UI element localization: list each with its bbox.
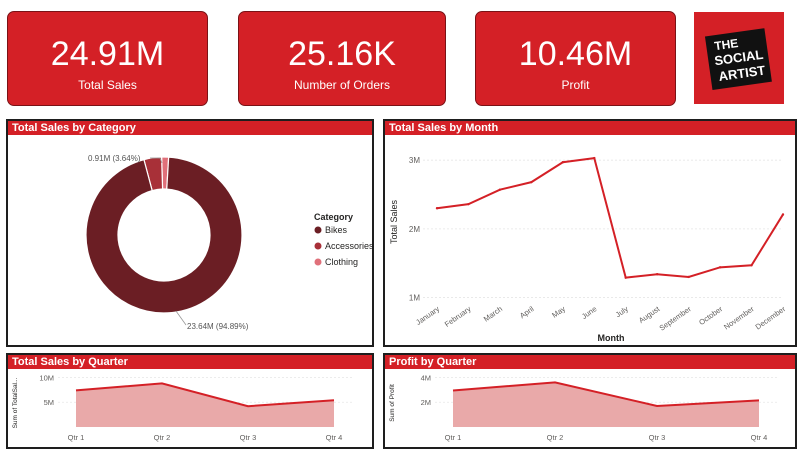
data-point — [467, 202, 470, 206]
x-tick-label: Qtr 4 — [326, 433, 343, 442]
panel-title: Total Sales by Quarter — [8, 355, 372, 369]
y-tick-label: 10M — [39, 373, 54, 382]
y-tick-label: 3M — [409, 156, 420, 165]
data-point — [781, 213, 785, 216]
data-point — [435, 207, 439, 210]
x-tick-label: Qtr 1 — [445, 433, 462, 442]
legend-label-bikes: Bikes — [325, 225, 348, 235]
y-tick-label: 5M — [44, 398, 54, 407]
kpi-card-total-sales: 24.91M Total Sales — [7, 11, 208, 106]
legend-label-clothing: Clothing — [325, 257, 358, 267]
kpi-label: Number of Orders — [293, 78, 391, 92]
x-axis-title: Month — [598, 333, 625, 343]
x-tick-label: February — [443, 304, 473, 329]
x-tick-label: Qtr 3 — [240, 433, 257, 442]
kpi-label: Profit — [561, 78, 590, 92]
donut-slice-accessories — [143, 156, 164, 192]
donut-chart: 0.91M (3.64%) 23.64M (94.89%) Category Bike… — [85, 154, 372, 331]
x-tick-label: September — [658, 304, 694, 333]
data-point — [624, 276, 627, 279]
panel-sales-by-month: Total Sales by Month 1M 2M 3M January Februa… — [383, 119, 797, 347]
x-tick-label: April — [518, 304, 536, 320]
series-line — [452, 381, 760, 407]
svg-text:THE: THE — [713, 36, 739, 53]
kpi-value: 24.91M — [50, 35, 165, 73]
series-line-total-sales — [436, 157, 784, 279]
series-line — [75, 382, 335, 408]
legend-marker-bikes — [314, 226, 322, 234]
x-tick-label: August — [637, 304, 662, 325]
y-tick-label: 2M — [421, 398, 431, 407]
panel-sales-by-category: Total Sales by Category 0.91M (3.64%) 23.… — [6, 119, 374, 347]
kpi-label: Total Sales — [78, 78, 137, 92]
x-tick-label: December — [754, 304, 788, 332]
series-area-fill — [76, 383, 334, 427]
x-tick-label: November — [722, 304, 756, 332]
x-tick-label: January — [414, 304, 441, 327]
data-point — [498, 188, 502, 191]
data-label-accessories: 0.91M (3.64%) — [88, 154, 141, 163]
kpi-value: 25.16K — [288, 35, 396, 73]
panel-profit-by-quarter: Profit by Quarter 2M 4M Qtr 1 Qtr 2 Qtr 3 Qtr… — [383, 353, 797, 449]
y-tick-label: 4M — [421, 373, 431, 382]
svg-text:ARTIST: ARTIST — [718, 63, 767, 84]
panel-title: Total Sales by Month — [385, 121, 795, 135]
legend-marker-accessories — [314, 242, 322, 250]
data-point — [593, 156, 596, 160]
series-area-fill — [453, 382, 759, 427]
area-chart-profit: 2M 4M Qtr 1 Qtr 2 Qtr 3 Qtr 4 Sum of Profit — [389, 373, 777, 442]
area-chart-sales: 5M 10M Qtr 1 Qtr 2 Qtr 3 Qtr 4 Sum of TotalSal… — [12, 373, 352, 442]
x-tick-label: July — [614, 304, 630, 319]
data-point — [655, 273, 659, 276]
y-axis-title: Sum of TotalSal... — [12, 377, 19, 428]
panel-title: Total Sales by Category — [8, 121, 372, 135]
data-label-bikes: 23.64M (94.89%) — [187, 322, 249, 331]
x-tick-label: Qtr 3 — [649, 433, 666, 442]
y-axis-title: Total Sales — [389, 199, 399, 244]
y-tick-label: 2M — [409, 225, 420, 234]
donut-slice-bikes — [85, 156, 243, 314]
data-point — [687, 275, 690, 279]
kpi-value: 10.46M — [518, 35, 633, 73]
x-tick-label: June — [580, 304, 598, 321]
y-axis-title: Sum of Profit — [389, 384, 396, 422]
panel-title: Profit by Quarter — [385, 355, 795, 369]
x-tick-label: May — [550, 304, 567, 320]
leader-line — [175, 310, 187, 326]
legend-marker-clothing — [314, 258, 322, 266]
data-point — [530, 180, 533, 184]
legend-title: Category — [314, 212, 353, 222]
x-tick-label: Qtr 2 — [154, 433, 171, 442]
data-point — [750, 264, 753, 267]
data-point — [561, 161, 565, 164]
legend-label-accessories: Accessories — [325, 241, 372, 251]
panel-sales-by-quarter: Total Sales by Quarter 5M 10M Qtr 1 Qtr 2 Qt… — [6, 353, 374, 449]
x-tick-label: October — [697, 304, 724, 327]
x-tick-label: Qtr 1 — [68, 433, 85, 442]
svg-text:SOCIAL: SOCIAL — [713, 47, 764, 69]
kpi-card-profit: 10.46M Profit — [475, 11, 676, 106]
y-tick-label: 1M — [409, 294, 420, 303]
data-point — [718, 266, 722, 269]
leader-line — [159, 157, 163, 164]
x-tick-label: Qtr 2 — [547, 433, 564, 442]
brand-logo: THE SOCIAL ARTIST — [694, 12, 784, 104]
x-tick-label: March — [482, 304, 504, 323]
line-chart: 1M 2M 3M January February March April May June Ju… — [389, 156, 788, 343]
x-tick-label: Qtr 4 — [751, 433, 768, 442]
kpi-card-number-of-orders: 25.16K Number of Orders — [238, 11, 446, 106]
